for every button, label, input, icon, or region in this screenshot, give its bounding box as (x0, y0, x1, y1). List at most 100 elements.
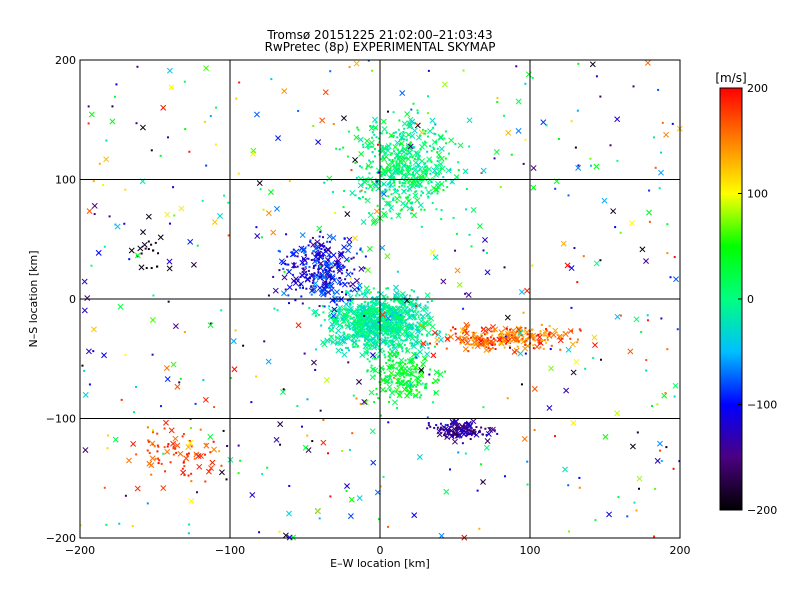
data-point-dot (193, 457, 196, 460)
data-point-dot (313, 291, 316, 294)
data-point-x (448, 433, 455, 440)
data-point-x (432, 329, 438, 336)
data-point-dot (106, 447, 109, 450)
data-point-dot (373, 133, 376, 136)
data-point-dot (364, 190, 367, 193)
data-point-dot (330, 324, 333, 327)
data-point-dot (592, 356, 595, 359)
data-point-dot (387, 287, 390, 290)
data-point-x (430, 352, 437, 359)
data-point-dot (188, 523, 191, 526)
data-point-dot (411, 201, 414, 204)
data-point-dot (377, 291, 380, 294)
data-point-dot (334, 266, 337, 269)
data-point-dot (302, 267, 305, 270)
data-point-dot (399, 314, 402, 317)
data-point-dot (377, 355, 380, 358)
data-point-dot (415, 370, 418, 373)
data-point-dot (378, 321, 381, 324)
data-point-x (415, 161, 422, 168)
data-point-dot (371, 180, 374, 183)
data-point-dot (362, 179, 365, 182)
data-point-dot (351, 343, 354, 346)
data-point-dot (396, 407, 399, 409)
data-point-dot (376, 180, 379, 183)
data-point-dot (190, 445, 193, 448)
data-point-dot (347, 130, 350, 133)
data-point-dot (493, 342, 496, 345)
data-point-dot (409, 304, 412, 307)
data-point-dot (436, 151, 439, 154)
data-point-dot (227, 201, 230, 204)
data-point-dot (392, 340, 395, 343)
data-point-dot (106, 434, 109, 437)
data-point-x (330, 312, 337, 319)
data-point-x (277, 421, 284, 428)
data-point-x (412, 192, 419, 199)
data-point-x (218, 469, 225, 476)
data-point-dot (645, 359, 648, 362)
scatter-points-layer (79, 59, 683, 541)
data-point-dot (293, 265, 296, 268)
data-point-dot (340, 449, 343, 452)
data-point-x (433, 163, 440, 170)
data-point-x (411, 127, 418, 134)
data-point-dot (352, 328, 355, 331)
data-point-dot (666, 223, 669, 226)
data-point-x (380, 191, 387, 197)
data-point-dot (577, 164, 580, 167)
data-point-x (352, 235, 359, 242)
data-point-dot (448, 429, 451, 432)
data-point-dot (132, 411, 135, 414)
data-point-dot (417, 316, 420, 319)
data-point-dot (376, 336, 379, 339)
data-point-dot (374, 328, 377, 331)
data-point-x (163, 365, 170, 371)
data-point-x (254, 233, 261, 240)
data-point-dot (413, 316, 416, 319)
data-point-dot (389, 313, 392, 316)
chart-subtitle: RwPretec (8p) EXPERIMENTAL SKYMAP (264, 40, 496, 54)
data-point-dot (367, 59, 370, 62)
data-point-dot (380, 332, 383, 335)
data-point-dot (455, 232, 458, 235)
data-point-x (406, 185, 413, 192)
data-point-dot (410, 289, 413, 292)
data-point-dot (147, 439, 150, 442)
data-point-dot (355, 176, 358, 179)
data-point-dot (468, 233, 471, 236)
data-point-dot (287, 263, 290, 266)
data-point-dot (160, 462, 163, 465)
data-point-x (369, 374, 376, 381)
data-point-dot (401, 184, 404, 187)
data-point-x (633, 316, 640, 323)
data-point-dot (363, 338, 366, 341)
data-point-dot (375, 121, 378, 124)
data-point-dot (288, 180, 291, 183)
data-point-dot (378, 137, 381, 140)
data-point-dot (209, 451, 212, 454)
data-point-dot (496, 432, 499, 435)
data-point-dot (382, 367, 385, 370)
data-point-x (440, 278, 447, 285)
data-point-x (203, 65, 210, 72)
data-point-x (401, 120, 408, 127)
data-point-dot (323, 305, 326, 308)
data-point-dot (384, 299, 387, 302)
data-point-dot (426, 160, 429, 163)
data-point-dot (358, 165, 361, 168)
data-point-x (275, 135, 282, 142)
data-point-dot (426, 135, 429, 138)
data-point-dot (390, 381, 393, 384)
data-point-dot (359, 197, 362, 200)
data-point-dot (148, 452, 151, 455)
data-point-x (592, 342, 598, 349)
data-point-dot (92, 180, 95, 183)
data-point-x (589, 61, 596, 68)
data-point-dot (472, 429, 475, 432)
data-point-x (369, 307, 376, 314)
data-point-dot (562, 331, 565, 334)
data-point-dot (524, 82, 527, 85)
data-point-x (570, 420, 577, 426)
data-point-x (457, 142, 464, 149)
